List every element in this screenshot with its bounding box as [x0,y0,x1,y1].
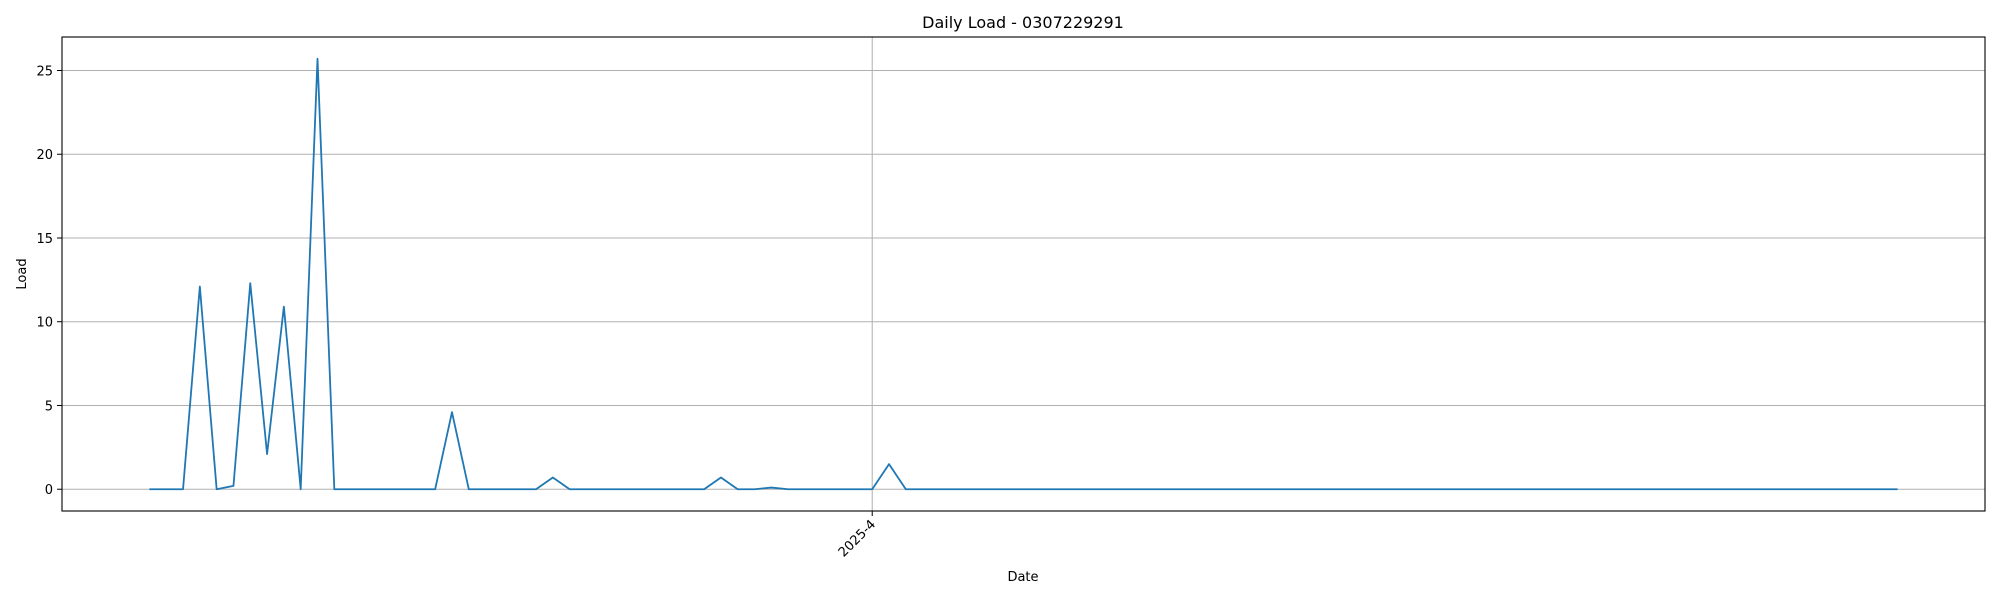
axis-ticks: 0 5 10 15 20 25 2025-4 [36,64,879,560]
series-line [149,57,1898,491]
grid-lines [62,37,1985,511]
chart-title: Daily Load - 0307229291 [922,13,1124,32]
y-tick-label: 10 [36,316,53,331]
x-axis-label: Date [1007,570,1038,585]
series-layer [149,57,1898,491]
y-tick-label: 25 [36,64,53,79]
y-tick-label: 0 [45,483,53,498]
y-tick-label: 20 [36,148,53,163]
plot-area-frame [61,36,1986,512]
y-axis-label: Load [15,258,30,289]
y-tick-label: 5 [45,399,53,414]
y-tick-label: 15 [36,232,53,247]
x-tick-label: 2025-4 [836,517,879,560]
